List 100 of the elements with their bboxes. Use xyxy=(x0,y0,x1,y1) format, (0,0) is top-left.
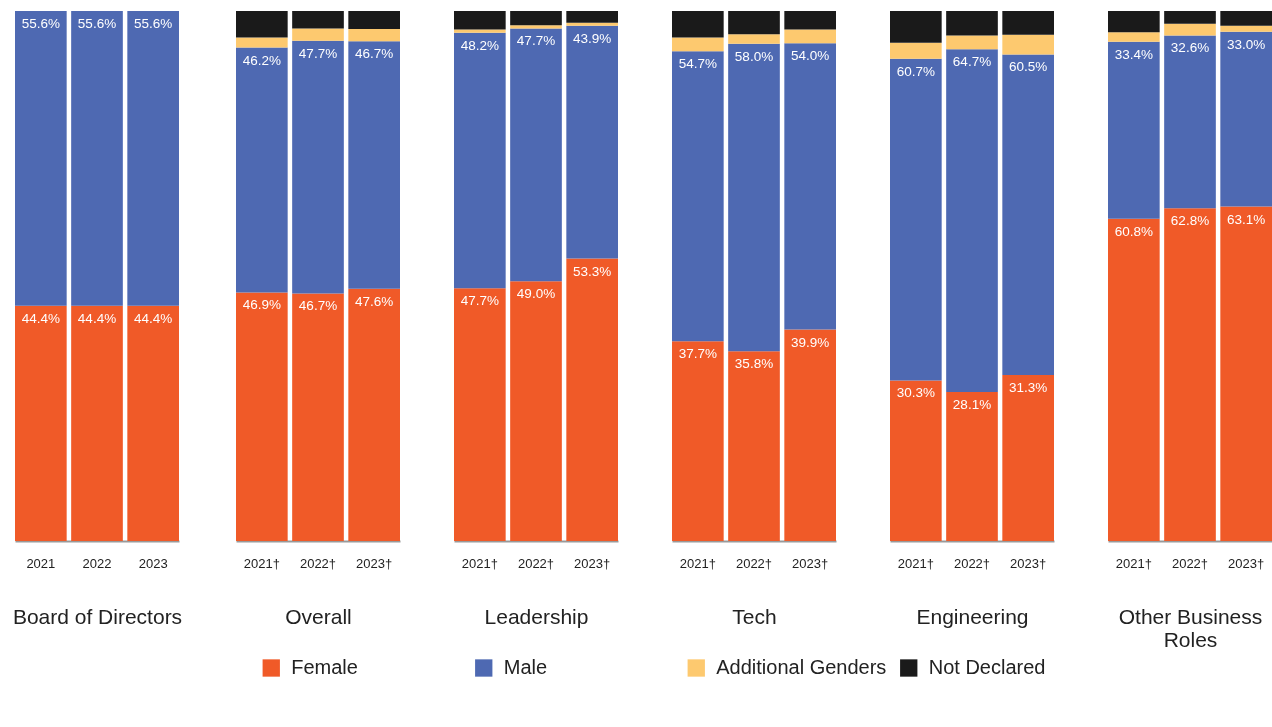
bar xyxy=(348,29,400,42)
x-tick-label: 2023† xyxy=(574,555,611,571)
bar xyxy=(946,392,998,541)
bar xyxy=(890,380,942,541)
x-tick-label: 2023† xyxy=(356,555,393,571)
bar xyxy=(1220,206,1272,541)
bar xyxy=(1220,25,1272,32)
data-label: 55.6% xyxy=(134,16,173,31)
bar xyxy=(510,25,562,29)
data-label: 64.7% xyxy=(952,54,992,70)
data-label: 37.7% xyxy=(678,346,717,362)
bar xyxy=(348,11,400,30)
data-label: 28.1% xyxy=(952,397,992,413)
x-tick-label: 2023 xyxy=(138,555,168,571)
x-tick-label: 2021† xyxy=(897,555,934,571)
bar xyxy=(1108,32,1160,42)
data-label: 35.8% xyxy=(734,356,774,372)
data-label: 44.4% xyxy=(77,310,117,326)
data-label: 47.7% xyxy=(460,293,499,309)
data-label: 49.0% xyxy=(516,286,556,302)
data-label: 44.4% xyxy=(21,310,60,326)
data-label: 60.7% xyxy=(896,63,935,79)
bar xyxy=(784,29,836,44)
bar xyxy=(292,40,344,294)
bar xyxy=(292,11,344,29)
data-label: 46.7% xyxy=(298,298,338,314)
bar xyxy=(236,47,288,293)
data-label: 30.3% xyxy=(896,385,935,401)
bar xyxy=(672,11,724,38)
bar xyxy=(566,22,618,26)
bar xyxy=(510,11,562,26)
bar xyxy=(1220,31,1272,207)
data-label: 63.1% xyxy=(1227,211,1266,227)
bar xyxy=(566,25,618,259)
x-tick-label: 2023† xyxy=(1010,555,1047,571)
x-tick-label: 2021† xyxy=(243,555,280,571)
bar xyxy=(1002,34,1054,55)
bar xyxy=(728,34,780,44)
data-label: 58.0% xyxy=(734,48,774,64)
data-label: 33.4% xyxy=(1114,46,1153,62)
bar xyxy=(348,288,400,541)
bar xyxy=(890,42,942,59)
x-axis-title: Tech xyxy=(732,604,777,628)
bar xyxy=(1108,218,1160,541)
x-tick-label: 2021† xyxy=(1115,555,1152,571)
x-tick-label: 2021† xyxy=(461,555,498,571)
data-label: 55.6% xyxy=(77,16,117,31)
data-label: 62.8% xyxy=(1170,213,1210,229)
bar xyxy=(728,351,780,541)
x-axis-title: Board of Directors xyxy=(12,604,183,628)
bar xyxy=(454,11,506,30)
data-label: 46.9% xyxy=(242,297,281,313)
data-label: 47.7% xyxy=(516,33,556,49)
data-label: 54.7% xyxy=(678,56,717,72)
x-tick-label: 2022† xyxy=(517,555,555,571)
data-label: 54.0% xyxy=(791,48,830,64)
bar xyxy=(728,11,780,35)
bar xyxy=(292,293,344,541)
bar xyxy=(946,35,998,50)
x-axis-title: Engineering xyxy=(916,604,1029,628)
bar xyxy=(1002,54,1054,376)
bar xyxy=(510,281,562,541)
bar xyxy=(566,11,618,23)
data-label: 47.6% xyxy=(355,293,394,309)
x-tick-label: 2021 xyxy=(26,555,56,571)
bar xyxy=(946,49,998,393)
data-label: 46.7% xyxy=(355,46,394,62)
bar xyxy=(454,288,506,541)
data-label: 60.8% xyxy=(1114,223,1153,239)
data-label: 32.6% xyxy=(1170,40,1210,56)
bar xyxy=(672,51,724,342)
legend-label: Male xyxy=(503,656,548,678)
bar xyxy=(1164,208,1216,541)
bar xyxy=(890,11,942,43)
bar xyxy=(236,292,288,541)
bar xyxy=(784,11,836,30)
data-label: 60.5% xyxy=(1009,59,1048,75)
x-tick-label: 2022† xyxy=(299,555,337,571)
data-label: 33.0% xyxy=(1227,36,1266,52)
bar xyxy=(890,58,942,381)
data-label: 44.4% xyxy=(134,310,173,326)
bar xyxy=(728,43,780,352)
bar xyxy=(1002,375,1054,541)
data-label: 53.3% xyxy=(573,263,612,279)
x-axis-title: Other Business Roles xyxy=(1118,604,1263,651)
x-axis-title: Leadership xyxy=(484,604,589,628)
legend-label: Not Declared xyxy=(928,656,1046,678)
data-label: 47.7% xyxy=(298,45,338,61)
bar xyxy=(1108,11,1160,33)
x-tick-label: 2021† xyxy=(679,555,716,571)
bar xyxy=(784,43,836,330)
x-tick-label: 2023† xyxy=(792,555,829,571)
bar xyxy=(510,28,562,282)
x-tick-label: 2022 xyxy=(82,555,112,571)
bar xyxy=(946,11,998,36)
x-tick-label: 2022† xyxy=(735,555,773,571)
data-label: 55.6% xyxy=(21,16,60,31)
bar xyxy=(1220,11,1272,26)
bar xyxy=(454,32,506,289)
bar xyxy=(1164,11,1216,24)
